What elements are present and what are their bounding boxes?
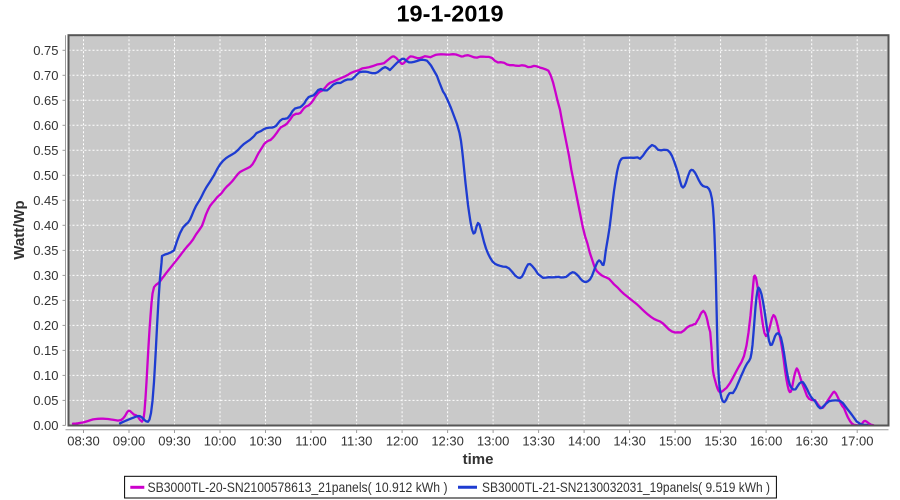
- svg-text:19-1-2019: 19-1-2019: [397, 1, 504, 27]
- svg-text:08:30: 08:30: [67, 434, 100, 449]
- svg-text:15:00: 15:00: [659, 434, 692, 449]
- svg-text:16:00: 16:00: [750, 434, 783, 449]
- svg-text:0.20: 0.20: [33, 318, 58, 333]
- svg-text:time: time: [463, 451, 494, 468]
- svg-text:0.50: 0.50: [33, 168, 58, 183]
- svg-text:11:00: 11:00: [295, 434, 327, 449]
- svg-text:0.45: 0.45: [33, 193, 58, 208]
- svg-text:14:30: 14:30: [613, 434, 646, 449]
- svg-text:0.05: 0.05: [33, 393, 58, 408]
- svg-text:10:30: 10:30: [249, 434, 282, 449]
- svg-text:0.30: 0.30: [33, 268, 58, 283]
- svg-text:0.00: 0.00: [33, 418, 58, 433]
- svg-text:SB3000TL-20-SN2100578613_21pan: SB3000TL-20-SN2100578613_21panels( 10.91…: [148, 479, 448, 495]
- svg-text:15:30: 15:30: [704, 434, 737, 449]
- svg-text:10:00: 10:00: [204, 434, 237, 449]
- svg-text:0.40: 0.40: [33, 218, 58, 233]
- svg-text:16:30: 16:30: [795, 434, 828, 449]
- svg-text:0.70: 0.70: [33, 68, 58, 83]
- svg-text:09:00: 09:00: [113, 434, 146, 449]
- svg-text:0.35: 0.35: [33, 243, 58, 258]
- svg-text:0.15: 0.15: [33, 343, 58, 358]
- svg-text:14:00: 14:00: [568, 434, 601, 449]
- svg-text:0.10: 0.10: [33, 368, 58, 383]
- svg-text:0.65: 0.65: [33, 93, 58, 108]
- svg-text:13:30: 13:30: [522, 434, 555, 449]
- svg-text:0.75: 0.75: [33, 43, 58, 58]
- svg-text:12:00: 12:00: [386, 434, 419, 449]
- svg-text:12:30: 12:30: [431, 434, 464, 449]
- svg-text:13:00: 13:00: [477, 434, 510, 449]
- svg-text:SB3000TL-21-SN2130032031_19pan: SB3000TL-21-SN2130032031_19panels( 9.519…: [482, 479, 770, 495]
- svg-text:0.55: 0.55: [33, 143, 58, 158]
- svg-text:11:30: 11:30: [341, 434, 373, 449]
- svg-text:0.25: 0.25: [33, 293, 58, 308]
- svg-text:Watt/Wp: Watt/Wp: [11, 200, 28, 259]
- svg-text:17:00: 17:00: [841, 434, 874, 449]
- svg-text:09:30: 09:30: [158, 434, 191, 449]
- svg-text:0.60: 0.60: [33, 118, 58, 133]
